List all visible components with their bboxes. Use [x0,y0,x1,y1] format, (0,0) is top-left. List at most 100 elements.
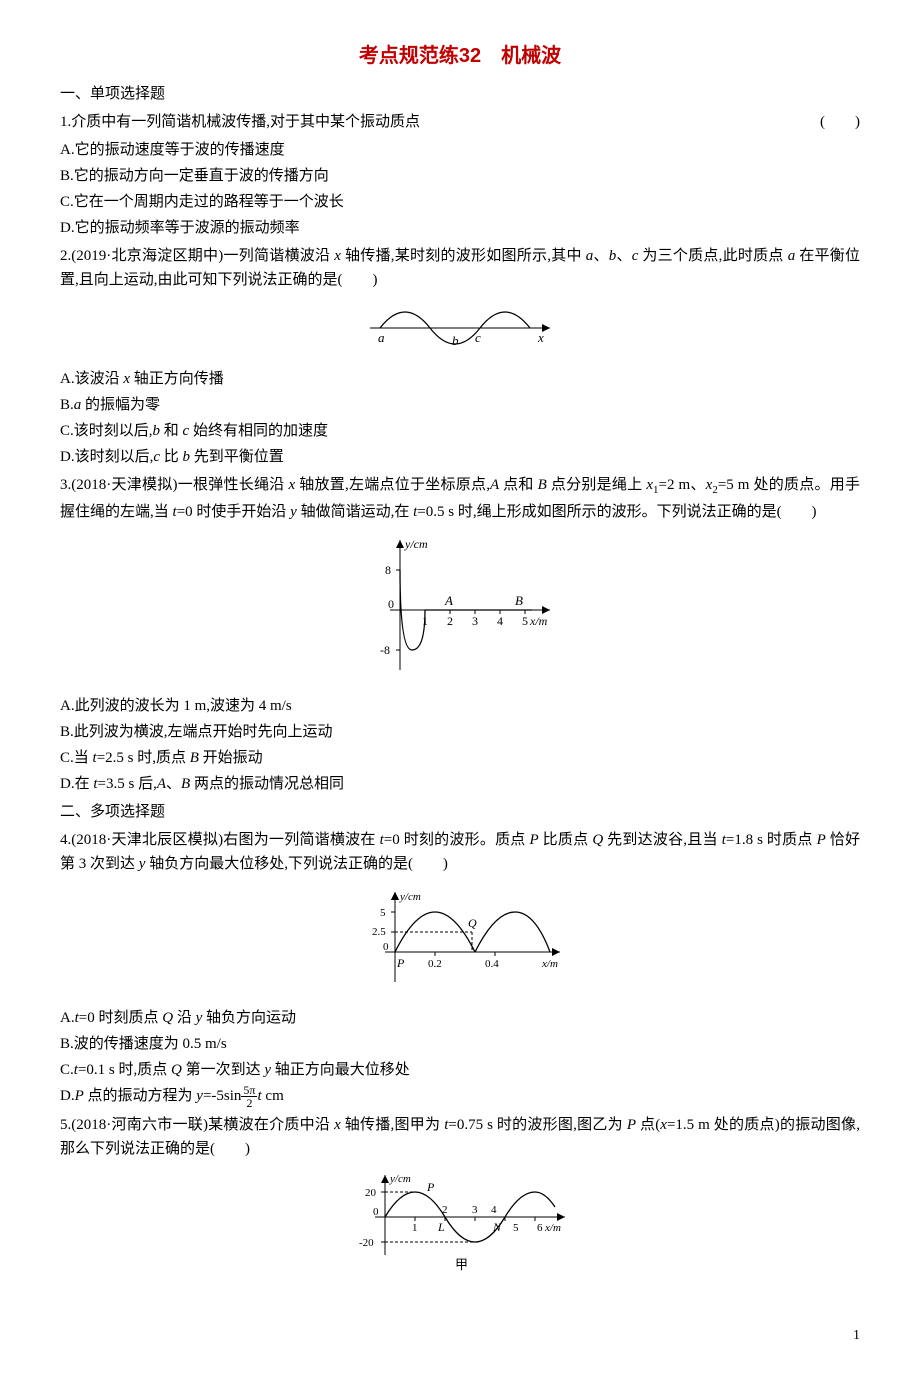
q4d-d: cm [262,1088,284,1104]
q4-a: 4.(2018·天津北辰区模拟)右图为一列简谐横波在 [60,832,380,848]
page-title: 考点规范练32 机械波 [60,40,860,72]
q4a-d: 轴负方向运动 [202,1010,296,1026]
q2-option-b: B.a 的振幅为零 [60,393,860,417]
q4-option-d: D.P 点的振动方程为 y=-5sin5π2t cm [60,1084,860,1109]
q2c-a: C.该时刻以后, [60,423,153,439]
q5-Nlab: N [492,1220,502,1234]
q2a-x: x [123,371,130,387]
q5-b: 轴传播,图甲为 [341,1117,444,1133]
q5-y0: 0 [373,1206,379,1218]
q4-P: P [530,832,539,848]
q3-option-d: D.在 t=3.5 s 后,A、B 两点的振动情况总相同 [60,772,860,796]
q3-y: y [290,504,297,520]
q5-figure: y/cm x/m 20 0 -20 1 2 3 4 5 6 P L N 甲 [60,1167,860,1285]
q4-e: =1.8 s 时质点 [726,832,817,848]
q3-yt-8: 8 [385,563,391,577]
q4-stem: 4.(2018·天津北辰区模拟)右图为一列简谐横波在 t=0 时刻的波形。质点 … [60,828,860,876]
q5-x4t: 4 [491,1204,497,1216]
q1-option-a: A.它的振动速度等于波的传播速度 [60,138,860,162]
q2c-c: 始终有相同的加速度 [189,423,328,439]
q4-Q: Q [592,832,603,848]
q3-i: =0.5 s 时,绳上形成如图所示的波形。下列说法正确的是( ) [417,504,816,520]
q4-ylabel: y/cm [399,891,421,903]
q3-c: 点和 [499,477,538,493]
q5-ylabel: y/cm [389,1173,411,1185]
q4-Q: Q [468,916,477,930]
q4-xlabel: x/m [541,958,558,970]
q5-x: x [334,1117,341,1133]
q2-option-a: A.该波沿 x 轴正方向传播 [60,367,860,391]
q4c-d: 轴正方向最大位移处 [271,1062,410,1078]
svg-text:a: a [378,330,385,345]
q2-e: 为三个质点,此时质点 [638,248,787,264]
q2a-b: 轴正方向传播 [130,371,224,387]
q3d-b: =3.5 s 后, [98,776,157,792]
q2-b: 轴传播,某时刻的波形如图所示,其中 [341,248,586,264]
q4-figure: y/cm x/m 5 2.5 0 0.2 0.4 P Q [60,882,860,1000]
q3d-a: D.在 [60,776,93,792]
q2d-b: 比 [160,449,183,465]
q4-x02: 0.2 [428,958,442,970]
q2d-c1: c [153,449,160,465]
q2-option-c: C.该时刻以后,b 和 c 始终有相同的加速度 [60,419,860,443]
q4-P: P [396,956,405,970]
q3-g: =0 时使手开始沿 [177,504,290,520]
q4c-c: 第一次到达 [182,1062,265,1078]
q4d-y: y [196,1088,203,1104]
q4-x04: 0.4 [485,958,499,970]
q4-option-a: A.t=0 时刻质点 Q 沿 y 轴负方向运动 [60,1006,860,1030]
q1-option-d: D.它的振动频率等于波源的振动频率 [60,216,860,240]
q4-P2: P [817,832,826,848]
q3-figure: y/cm x/m 8 0 -8 1 2 3 4 5 A B [60,530,860,688]
q3-A: A [490,477,499,493]
q2b-a: B. [60,397,74,413]
q5-a: 5.(2018·河南六市一联)某横波在介质中沿 [60,1117,334,1133]
q2-stem: 2.(2019·北京海淀区期中)一列简谐横波沿 x 轴传播,某时刻的波形如图所示… [60,244,860,292]
q4a-Q: Q [162,1010,173,1026]
q3-h: 轴做简谐运动,在 [297,504,413,520]
q3d-A: A [157,776,166,792]
q5-xlabel: x/m [544,1222,561,1234]
section-1-head: 一、单项选择题 [60,82,860,106]
q3c-b: =2.5 s 时,质点 [97,750,190,766]
q2-x: x [334,248,341,264]
q3-d: 点分别是绳上 [547,477,647,493]
q5-c: =0.75 s 时的波形图,图乙为 [448,1117,626,1133]
q4-b: =0 时刻的波形。质点 [384,832,530,848]
q4d-c: =-5sin [203,1088,241,1104]
q3-Alab: A [444,593,453,608]
q5-x6t: 6 [537,1222,543,1234]
q3d-d: 两点的振动情况总相同 [190,776,344,792]
q4c-a: C. [60,1062,74,1078]
q4a-b: =0 时刻质点 [79,1010,162,1026]
q5-yn20: -20 [359,1237,374,1249]
q4a-a: A. [60,1010,75,1026]
q3-b: 轴放置,左端点位于坐标原点, [295,477,490,493]
q5-x5t: 5 [513,1222,519,1234]
q2b-b: 的振幅为零 [81,397,160,413]
q4-y5: 5 [380,907,386,919]
q2d-a: D.该时刻以后, [60,449,153,465]
q3-x1: x [646,477,653,493]
q3-xt2: 2 [447,614,453,628]
q3-ylabel: y/cm [404,537,428,551]
q4d-frac: 5π2 [241,1084,257,1109]
q1-option-c: C.它在一个周期内走过的路程等于一个波长 [60,190,860,214]
q2-option-d: D.该时刻以后,c 比 b 先到平衡位置 [60,445,860,469]
q4d-P: P [75,1088,84,1104]
q3-xt1: 1 [422,614,428,628]
q5-stem: 5.(2018·河南六市一联)某横波在介质中沿 x 轴传播,图甲为 t=0.75… [60,1113,860,1161]
q3-Blab: B [515,593,523,608]
svg-text:c: c [475,330,481,345]
q4d-a: D. [60,1088,75,1104]
q3-yt-n8: -8 [380,643,390,657]
q4c-b: =0.1 s 时,质点 [78,1062,171,1078]
svg-text:x: x [537,330,544,345]
q3c-c: 开始振动 [199,750,263,766]
q5-cap: 甲 [455,1257,468,1272]
q1-option-b: B.它的振动方向一定垂直于波的传播方向 [60,164,860,188]
q2d-b1: b [183,449,191,465]
q1-blank: ( ) [820,110,860,134]
q3-option-c: C.当 t=2.5 s 时,质点 B 开始振动 [60,746,860,770]
q3c-a: C.当 [60,750,93,766]
